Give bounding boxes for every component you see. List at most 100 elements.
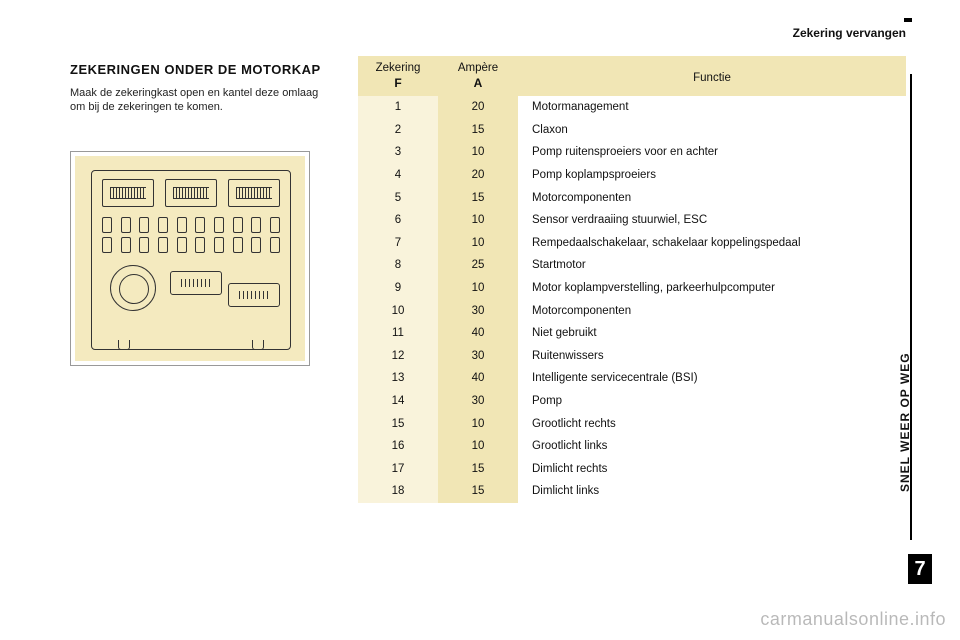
fuse-icon: [102, 237, 112, 253]
cell-fuse: 8: [358, 254, 438, 277]
fuse-icon: [102, 217, 112, 233]
table-row: 515Motorcomponenten: [358, 186, 906, 209]
cell-function: Motorcomponenten: [518, 186, 906, 209]
table-head: Zekering Ampère Functie F A: [358, 56, 906, 96]
cell-amp: 15: [438, 480, 518, 503]
side-tab: SNEL WEER OP WEG: [912, 288, 930, 522]
fuse-icon: [158, 217, 168, 233]
small-connector-icon: [170, 271, 222, 295]
fuse-icon: [251, 237, 261, 253]
cell-function: Dimlicht rechts: [518, 458, 906, 481]
cell-fuse: 10: [358, 299, 438, 322]
fuse-icon: [233, 237, 243, 253]
cell-fuse: 9: [358, 277, 438, 300]
fusebox-outline: [91, 170, 291, 350]
cell-amp: 30: [438, 345, 518, 368]
fuse-icon: [270, 237, 280, 253]
cell-function: Grootlicht links: [518, 435, 906, 458]
table-row: 1815Dimlicht links: [358, 480, 906, 503]
table-row: 1715Dimlicht rechts: [358, 458, 906, 481]
page-top-rule: [904, 18, 912, 22]
fuse-table-element: Zekering Ampère Functie F A 120Motormana…: [358, 56, 906, 503]
cell-function: Motorcomponenten: [518, 299, 906, 322]
cell-function: Sensor verdraaiing stuurwiel, ESC: [518, 209, 906, 232]
fuse-icon: [214, 237, 224, 253]
table-row: 1510Grootlicht rechts: [358, 412, 906, 435]
fuse-icon: [121, 237, 131, 253]
cell-fuse: 14: [358, 390, 438, 413]
connector-row: [102, 179, 280, 207]
cell-fuse: 17: [358, 458, 438, 481]
fuse-icon: [158, 237, 168, 253]
cell-function: Dimlicht links: [518, 480, 906, 503]
cell-amp: 15: [438, 119, 518, 142]
cell-fuse: 11: [358, 322, 438, 345]
page: Zekering vervangen ZEKERINGEN ONDER DE M…: [0, 0, 960, 640]
table-row: 825Startmotor: [358, 254, 906, 277]
th-function: Functie: [518, 56, 906, 96]
cell-function: Startmotor: [518, 254, 906, 277]
cell-function: Grootlicht rechts: [518, 412, 906, 435]
cell-function: Pomp ruitensproeiers voor en achter: [518, 141, 906, 164]
cell-amp: 10: [438, 209, 518, 232]
cell-amp: 10: [438, 277, 518, 300]
connector-icon: [102, 179, 154, 207]
table-body: 120Motormanagement215Claxon310Pomp ruite…: [358, 96, 906, 503]
left-column: ZEKERINGEN ONDER DE MOTORKAP Maak de zek…: [70, 62, 330, 366]
fuse-icon: [233, 217, 243, 233]
fuse-row: [102, 237, 280, 253]
table-row: 910Motor koplampverstelling, parkeerhulp…: [358, 277, 906, 300]
fuse-row: [102, 217, 280, 233]
cell-amp: 15: [438, 186, 518, 209]
table-row: 610Sensor verdraaiing stuurwiel, ESC: [358, 209, 906, 232]
cell-fuse: 6: [358, 209, 438, 232]
th-amp-sub: A: [438, 76, 518, 96]
cell-function: Intelligente servicecentrale (BSI): [518, 367, 906, 390]
cell-amp: 15: [438, 458, 518, 481]
cell-amp: 30: [438, 299, 518, 322]
small-connector-icon: [228, 283, 280, 307]
cell-fuse: 16: [358, 435, 438, 458]
cell-function: Pomp koplampsproeiers: [518, 164, 906, 187]
cell-fuse: 13: [358, 367, 438, 390]
cell-amp: 10: [438, 141, 518, 164]
cell-amp: 10: [438, 412, 518, 435]
fuse-icon: [195, 237, 205, 253]
cell-fuse: 12: [358, 345, 438, 368]
fuse-icon: [251, 217, 261, 233]
connector-icon: [228, 179, 280, 207]
cell-fuse: 1: [358, 96, 438, 119]
cell-function: Ruitenwissers: [518, 345, 906, 368]
table-row: 1610Grootlicht links: [358, 435, 906, 458]
fuse-icon: [139, 237, 149, 253]
fuse-icon: [195, 217, 205, 233]
fuse-icon: [214, 217, 224, 233]
table-row: 1340Intelligente servicecentrale (BSI): [358, 367, 906, 390]
table-row: 120Motormanagement: [358, 96, 906, 119]
cell-fuse: 3: [358, 141, 438, 164]
cell-function: Claxon: [518, 119, 906, 142]
th-fuse-top: Zekering: [358, 56, 438, 76]
table-row: 310Pomp ruitensproeiers voor en achter: [358, 141, 906, 164]
cell-amp: 30: [438, 390, 518, 413]
fusebox-diagram: [70, 151, 310, 366]
th-amp-top: Ampère: [438, 56, 518, 76]
cell-function: Pomp: [518, 390, 906, 413]
fuse-icon: [121, 217, 131, 233]
table-row: 1140Niet gebruikt: [358, 322, 906, 345]
page-header-title: Zekering vervangen: [793, 26, 906, 40]
mount-tab-icon: [252, 340, 264, 350]
mount-tab-icon: [118, 340, 130, 350]
section-number: 7: [908, 554, 932, 584]
fuse-table: Zekering Ampère Functie F A 120Motormana…: [358, 56, 906, 503]
cell-amp: 40: [438, 322, 518, 345]
cell-fuse: 15: [358, 412, 438, 435]
table-row: 420Pomp koplampsproeiers: [358, 164, 906, 187]
cell-function: Niet gebruikt: [518, 322, 906, 345]
table-row: 1430Pomp: [358, 390, 906, 413]
cell-fuse: 2: [358, 119, 438, 142]
cell-amp: 10: [438, 232, 518, 255]
cell-amp: 10: [438, 435, 518, 458]
cell-amp: 25: [438, 254, 518, 277]
cell-amp: 40: [438, 367, 518, 390]
